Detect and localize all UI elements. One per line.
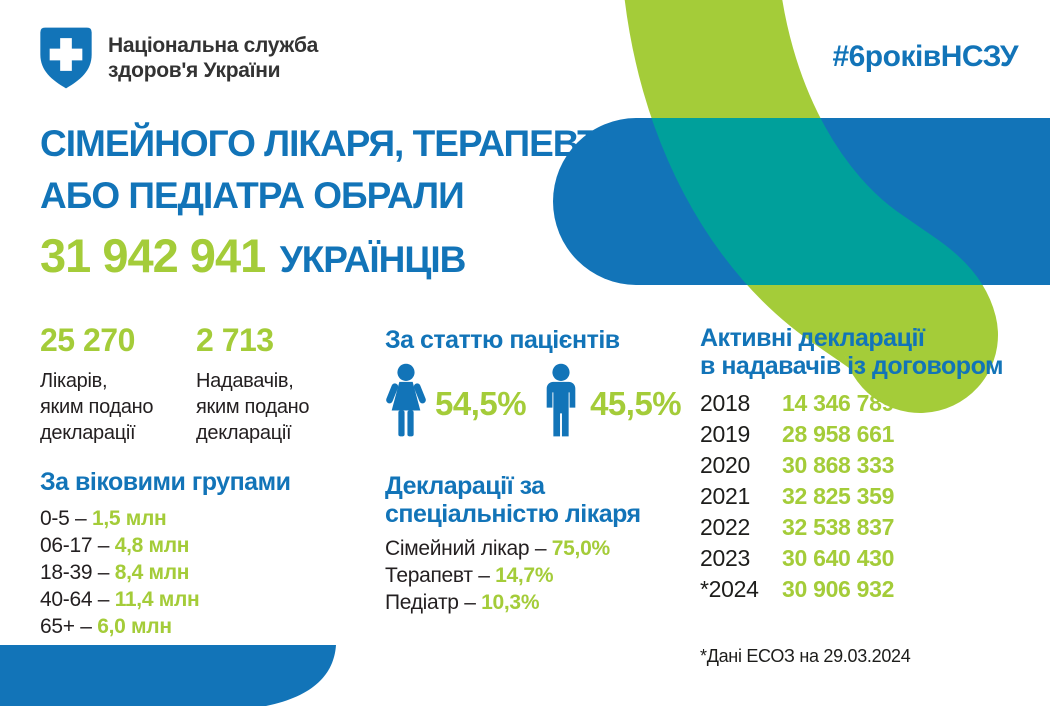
female-icon	[386, 363, 426, 437]
specialty-row: Педіатр – 10,3%	[385, 591, 540, 614]
stat-providers: 2 713 Надавачів, яким подано декларації	[196, 322, 310, 446]
providers-label: Надавачів, яким подано декларації	[196, 370, 310, 444]
shield-cross-icon	[40, 27, 92, 89]
male-percentage: 45,5%	[590, 385, 682, 422]
headline-line1: СІМЕЙНОГО ЛІКАРЯ, ТЕРАПЕВТА	[40, 123, 623, 164]
stat-doctors: 25 270 Лікарів, яким подано декларації	[40, 322, 154, 446]
age-groups-list: 0-5 – 1,5 млн 06-17 – 4,8 млн 18-39 – 8,…	[40, 505, 290, 640]
age-groups-section: За віковими групами 0-5 – 1,5 млн 06-17 …	[40, 468, 291, 640]
declarations-section: Активні декларації в надавачів із догово…	[700, 324, 1004, 605]
declarations-title: Активні декларації в надавачів із догово…	[700, 324, 1004, 380]
age-group-row: 40-64 – 11,4 млн	[40, 588, 200, 611]
specialty-title: Декларації за спеціальністю лікаря	[385, 472, 641, 528]
doctors-count: 25 270	[40, 322, 135, 358]
declaration-row: 2022 32 538 837	[700, 514, 895, 540]
data-source-footnote: *Дані ЕСОЗ на 29.03.2024	[700, 646, 911, 666]
headline: СІМЕЙНОГО ЛІКАРЯ, ТЕРАПЕВТА АБО ПЕДІАТРА…	[40, 118, 623, 283]
bottom-left-shape	[0, 645, 336, 706]
hashtag: #6роківНСЗУ	[832, 40, 1018, 73]
declaration-row: 2023 30 640 430	[700, 545, 895, 571]
male-icon	[546, 363, 576, 437]
total-ukrainians-count: 31 942 941	[40, 229, 266, 282]
declaration-row: 2020 30 868 333	[700, 452, 895, 478]
declaration-row: 2019 28 958 661	[700, 421, 895, 447]
age-group-row: 06-17 – 4,8 млн	[40, 534, 190, 557]
count-suffix: УКРАЇНЦІВ	[279, 239, 467, 280]
gender-title: За статтю пацієнтів	[385, 326, 620, 354]
gender-section: За статтю пацієнтів 54,5% 45,5%	[385, 326, 695, 439]
logo-text: Національна служба здоров'я України	[108, 34, 319, 82]
doctors-label: Лікарів, яким подано декларації	[40, 370, 154, 444]
specialty-row: Сімейний лікар – 75,0%	[385, 537, 610, 560]
providers-count: 2 713	[196, 322, 274, 358]
declaration-row: *2024 30 906 932	[700, 576, 895, 602]
nszu-logo: Національна служба здоров'я України	[38, 26, 318, 90]
specialty-section: Декларації за спеціальністю лікаря Сімей…	[385, 472, 641, 616]
declarations-table: 2018 14 346 789 2019 28 958 661 2020 30 868…	[700, 388, 1003, 605]
headline-line2: АБО ПЕДІАТРА ОБРАЛИ	[40, 175, 465, 216]
declaration-row: 2018 14 346 789	[700, 390, 895, 416]
specialty-list: Сімейний лікар – 75,0% Терапевт – 14,7% …	[385, 535, 641, 616]
age-groups-title: За віковими групами	[40, 468, 291, 496]
specialty-row: Терапевт – 14,7%	[385, 564, 554, 587]
age-group-row: 65+ – 6,0 млн	[40, 615, 172, 638]
declaration-row: 2021 32 825 359	[700, 483, 895, 509]
age-group-row: 18-39 – 8,4 млн	[40, 561, 190, 584]
age-group-row: 0-5 – 1,5 млн	[40, 507, 167, 530]
female-percentage: 54,5%	[435, 385, 527, 422]
